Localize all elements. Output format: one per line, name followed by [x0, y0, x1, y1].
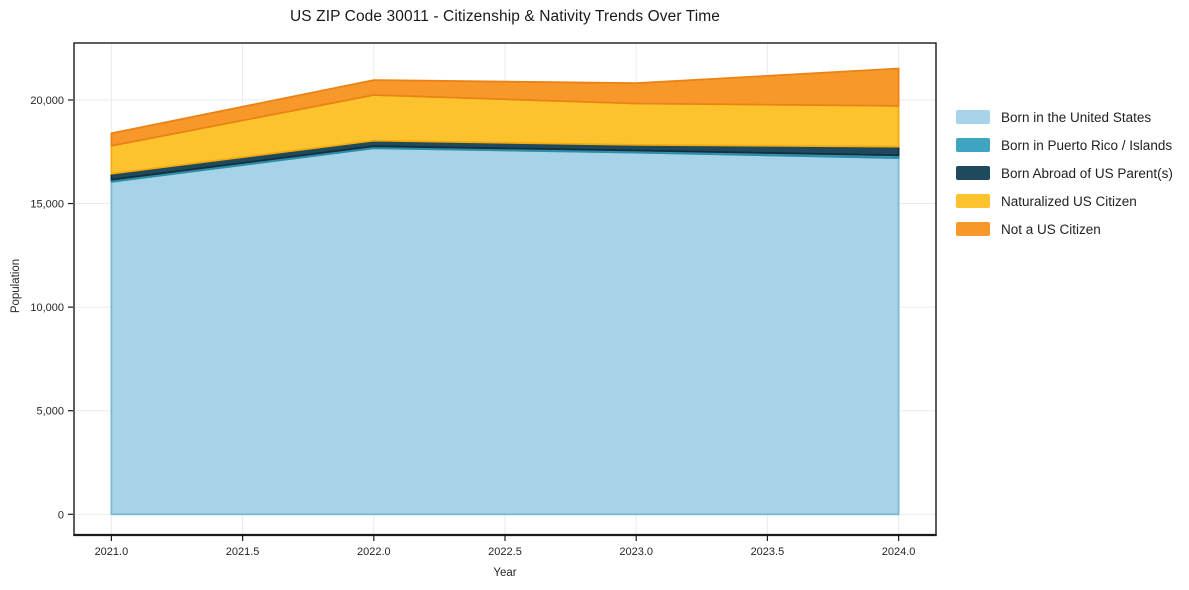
legend-swatch-puerto-rico — [956, 138, 990, 152]
legend-label: Not a US Citizen — [1001, 221, 1101, 237]
legend-swatch-naturalized — [956, 194, 990, 208]
area-series-0 — [110, 147, 900, 516]
legend-item-born-in-us: Born in the United States — [956, 103, 1173, 131]
area-series-4 — [110, 67, 900, 147]
chart-title: US ZIP Code 30011 - Citizenship & Nativi… — [289, 8, 721, 25]
x-axis-title: Year — [493, 567, 517, 579]
x-tick-label: 2022.0 — [357, 546, 391, 558]
legend-item-naturalized: Naturalized US Citizen — [956, 187, 1173, 215]
x-tick-label: 2021.0 — [95, 546, 129, 558]
legend-swatch-born-abroad — [956, 166, 990, 180]
x-tick-label: 2022.5 — [488, 546, 522, 558]
y-tick-label: 5,000 — [36, 406, 64, 418]
legend-swatch-not-citizen — [956, 222, 990, 236]
legend-label: Born in the United States — [1001, 109, 1152, 125]
legend-item-born-abroad: Born Abroad of US Parent(s) — [956, 159, 1173, 187]
x-tick-label: 2023.0 — [619, 546, 653, 558]
legend-item-not-citizen: Not a US Citizen — [956, 215, 1173, 243]
x-tick-label: 2021.5 — [226, 546, 260, 558]
legend-label: Born Abroad of US Parent(s) — [1001, 165, 1173, 181]
legend-label: Naturalized US Citizen — [1001, 193, 1137, 209]
legend-item-puerto-rico: Born in Puerto Rico / Islands — [956, 131, 1173, 159]
y-tick-label: 15,000 — [30, 199, 64, 211]
y-axis-title: Population — [10, 258, 22, 314]
y-tick-label: 0 — [58, 509, 64, 521]
x-tick-label: 2024.0 — [882, 546, 916, 558]
legend: Born in the United States Born in Puerto… — [956, 103, 1173, 243]
y-tick-label: 20,000 — [30, 95, 64, 107]
legend-label: Born in Puerto Rico / Islands — [1001, 137, 1173, 153]
legend-swatch-born-in-us — [956, 110, 990, 124]
y-tick-label: 10,000 — [30, 302, 64, 314]
x-tick-label: 2023.5 — [751, 546, 785, 558]
